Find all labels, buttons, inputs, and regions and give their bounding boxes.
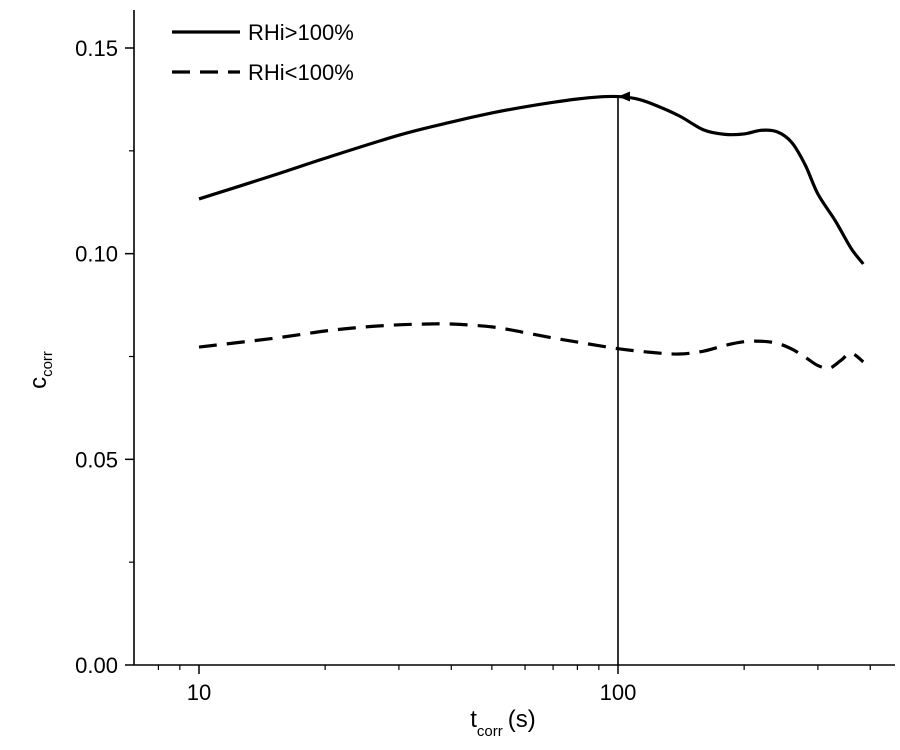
x-tick-label: 10: [187, 680, 211, 705]
y-tick-label: 0.10: [75, 242, 118, 267]
x-axis-label: tcorr (s): [470, 706, 536, 740]
plot-area: [133, 10, 895, 666]
x-axis-label-main: t: [470, 706, 477, 733]
series-line-1: [198, 94, 865, 265]
y-axis-label-sub: corr: [39, 351, 56, 377]
series-lines: [198, 94, 865, 370]
series-line-2: [198, 322, 865, 370]
x-tick-label: 100: [600, 680, 637, 705]
svg-text:tcorr(s): tcorr (s): [470, 706, 536, 740]
x-axis-label-sub: corr: [477, 723, 503, 740]
y-tick-label: 0.05: [75, 447, 118, 472]
legend-label-1: RHi>100%: [248, 20, 354, 45]
svg-text:ccorr: ccorr: [25, 351, 56, 389]
y-tick-label: 0.00: [75, 653, 118, 678]
legend-label-2: RHi<100%: [248, 60, 354, 85]
y-axis-ticks: 0.00 0.05 0.10 0.15: [75, 36, 134, 678]
y-tick-label: 0.15: [75, 36, 118, 61]
y-axis-label-main: c: [25, 377, 52, 389]
x-axis-label-unit: (s): [508, 706, 536, 733]
legend: RHi>100% RHi<100%: [172, 20, 354, 85]
x-axis-ticks: 10 100: [157, 665, 871, 705]
y-axis-label: ccorr: [25, 351, 56, 389]
